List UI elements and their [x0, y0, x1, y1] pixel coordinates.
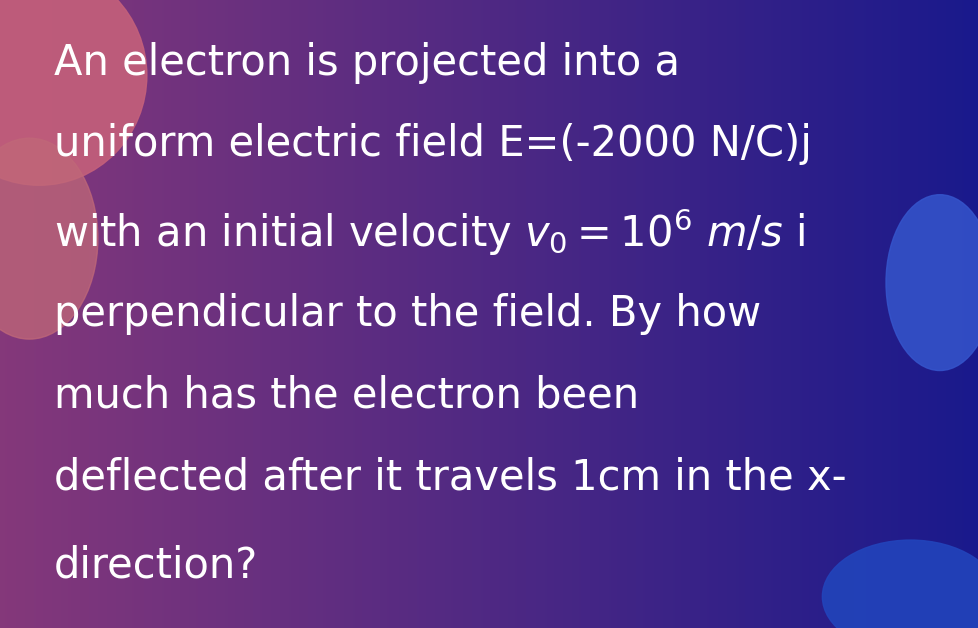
Ellipse shape [0, 0, 147, 185]
Ellipse shape [0, 138, 98, 339]
Text: uniform electric field E=(-2000 N/C)j: uniform electric field E=(-2000 N/C)j [54, 124, 811, 165]
Text: direction?: direction? [54, 544, 258, 586]
Text: An electron is projected into a: An electron is projected into a [54, 42, 679, 84]
Text: deflected after it travels 1cm in the x-: deflected after it travels 1cm in the x- [54, 457, 846, 498]
Ellipse shape [885, 195, 978, 371]
Ellipse shape [822, 540, 978, 628]
Text: with an initial velocity $v_0 = 10^6\ m/s$ i: with an initial velocity $v_0 = 10^6\ m/… [54, 207, 804, 258]
Text: much has the electron been: much has the electron been [54, 375, 639, 416]
Text: perpendicular to the field. By how: perpendicular to the field. By how [54, 293, 760, 335]
